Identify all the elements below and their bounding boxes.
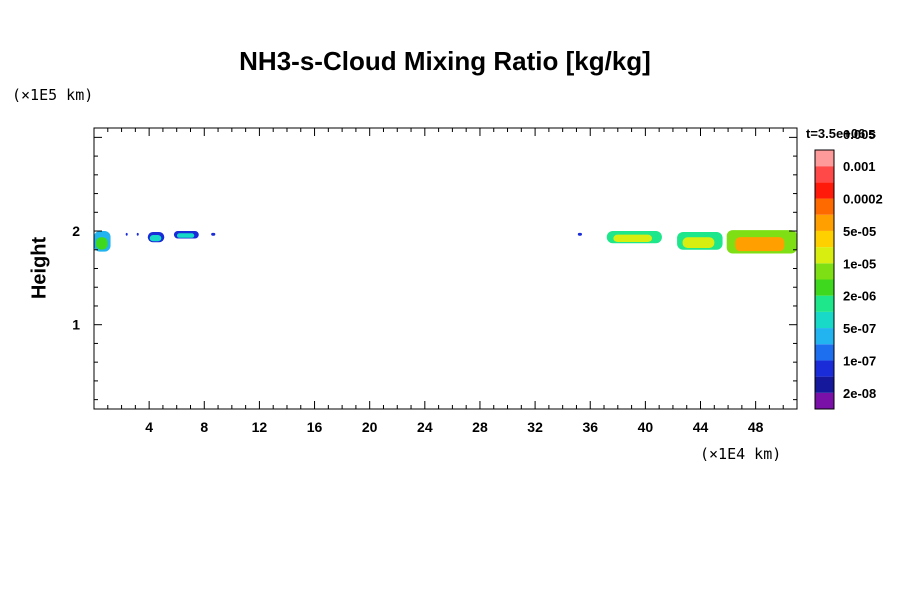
colorbar-swatch-0 <box>815 392 834 409</box>
cloud-region-6 <box>577 232 582 236</box>
y-tick-label-1: 2 <box>72 223 80 239</box>
x-tick-label-8: 36 <box>582 419 598 435</box>
colorbar-frame <box>814 149 835 410</box>
x-tick-label-6: 28 <box>472 419 488 435</box>
colorbar-label-1: 1e-07 <box>843 353 876 368</box>
plot-frame <box>93 127 798 410</box>
colorbar-label-0: 2e-08 <box>843 386 876 401</box>
cloud-core-0 <box>95 237 108 250</box>
x-tick-label-2: 12 <box>252 419 268 435</box>
x-tick-label-4: 20 <box>362 419 378 435</box>
x-tick-label-11: 48 <box>748 419 764 435</box>
cloud-core-7 <box>613 234 652 242</box>
y-axis-unit: (×1E5 km) <box>12 86 94 104</box>
cloud-core-4 <box>176 233 195 238</box>
x-tick-label-0: 4 <box>145 419 153 435</box>
x-tick-label-5: 24 <box>417 419 433 435</box>
colorbar: 2e-08 1e-07 5e-07 2e-06 1e-05 5e-05 0.0002 0.00… <box>814 127 883 410</box>
colorbar-swatch-4 <box>815 328 834 345</box>
colorbar-swatch-6 <box>815 295 834 312</box>
x-tick-label-1: 8 <box>200 419 208 435</box>
x-tick-label-9: 40 <box>638 419 654 435</box>
x-tick-label-3: 16 <box>307 419 323 435</box>
colorbar-swatch-5 <box>815 311 834 329</box>
cloud-core-9 <box>735 237 785 252</box>
colorbar-swatch-3 <box>815 344 834 361</box>
colorbar-label-6: 0.0002 <box>843 192 883 207</box>
colorbar-swatch-1 <box>815 376 834 393</box>
colorbar-label-7: 0.001 <box>843 159 876 174</box>
x-tick-label-7: 32 <box>527 419 543 435</box>
x-tick-label-10: 44 <box>693 419 709 435</box>
colorbar-swatch-7 <box>815 279 834 296</box>
cloud-region-2 <box>136 232 139 236</box>
x-axis-unit: (×1E4 km) <box>700 445 782 463</box>
colorbar-swatch-12 <box>815 198 834 215</box>
colorbar-label-5: 5e-05 <box>843 224 876 239</box>
cloud-core-3 <box>149 235 162 242</box>
cloud-core-8 <box>682 237 715 248</box>
colorbar-swatch-10 <box>815 230 834 248</box>
colorbar-label-4: 1e-05 <box>843 256 876 271</box>
colorbar-label-2: 5e-07 <box>843 321 876 336</box>
time-label: t=3.5e+06 s <box>806 126 877 141</box>
colorbar-swatch-15 <box>815 150 834 167</box>
colorbar-label-8: 0.005 <box>843 127 876 142</box>
y-tick-label-0: 1 <box>72 317 80 333</box>
colorbar-swatch-14 <box>815 166 834 183</box>
cloud-region-5 <box>211 232 216 236</box>
cloud-region-1 <box>125 232 128 236</box>
colorbar-swatch-9 <box>815 247 834 264</box>
colorbar-swatch-2 <box>815 360 834 377</box>
colorbar-label-3: 2e-06 <box>843 289 876 304</box>
plot-area <box>94 230 797 254</box>
colorbar-swatch-8 <box>815 263 834 280</box>
colorbar-swatch-13 <box>815 182 834 199</box>
chart-title: NH3-s-Cloud Mixing Ratio [kg/kg] <box>239 46 651 76</box>
colorbar-swatch-11 <box>815 214 834 231</box>
